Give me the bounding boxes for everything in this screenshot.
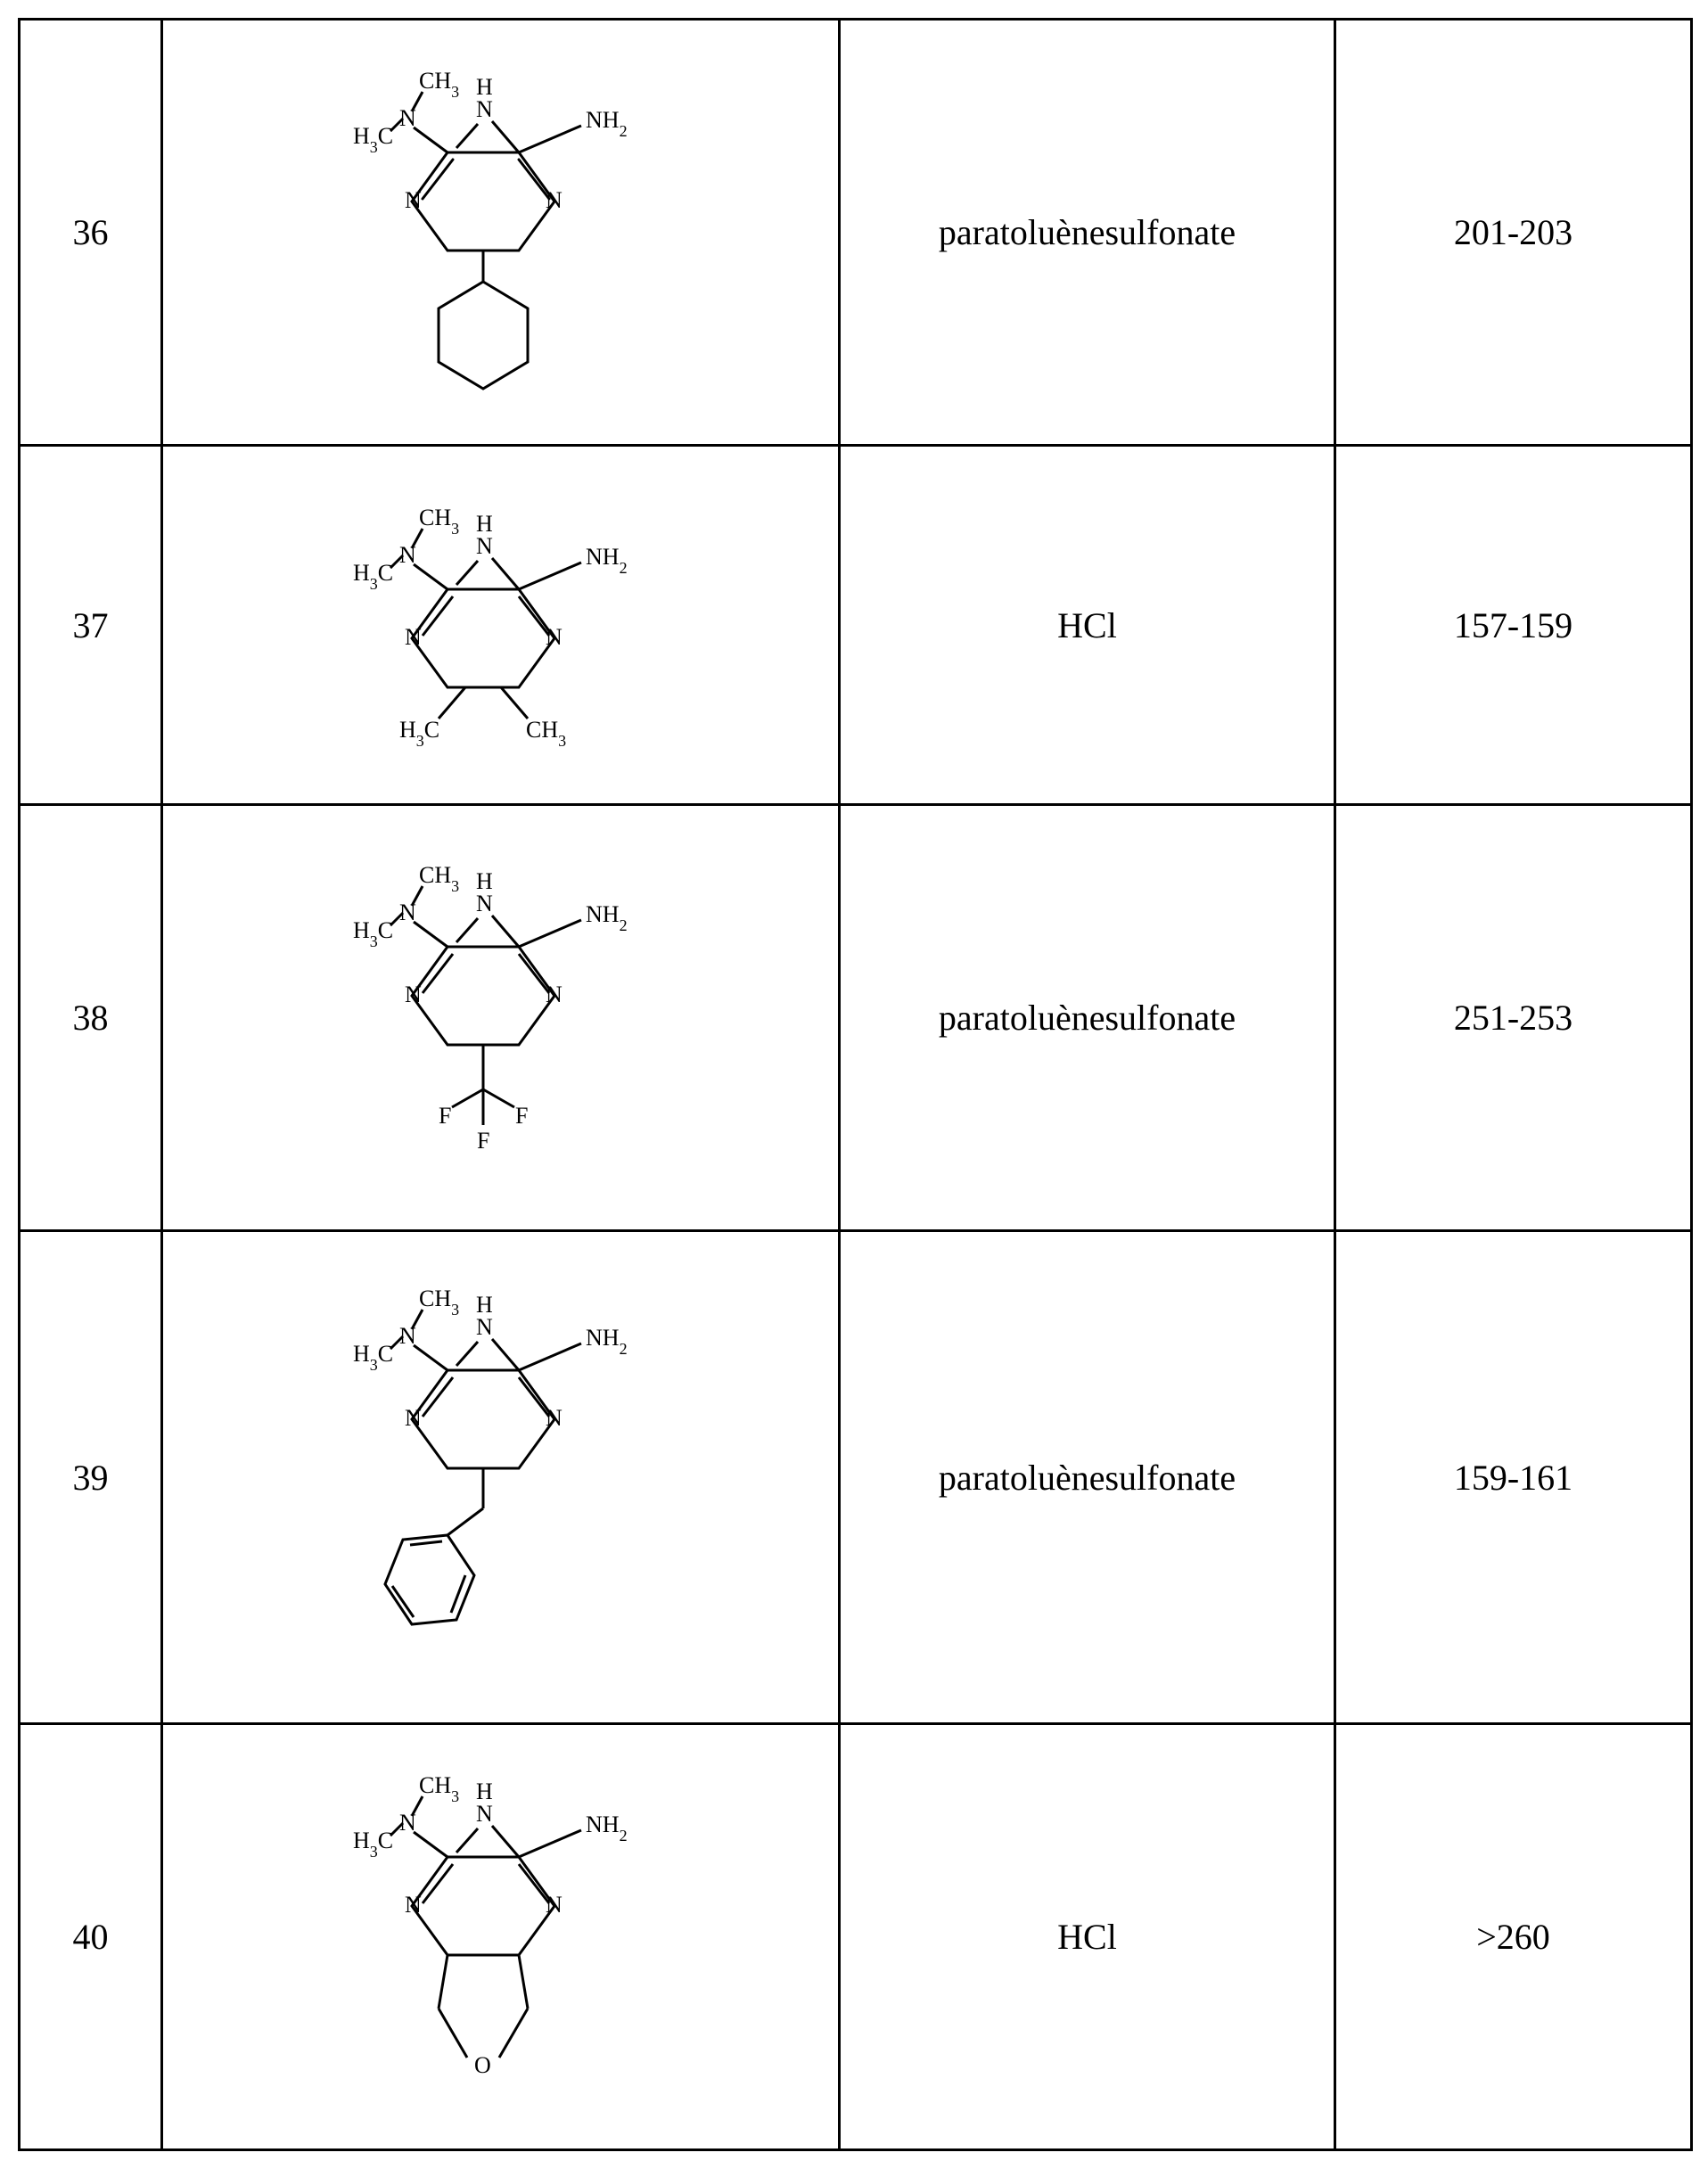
svg-text:CH3: CH3 [419, 1772, 459, 1805]
svg-text:H: H [476, 511, 493, 537]
salt-cell: paratoluènesulfonate [840, 1231, 1335, 1724]
svg-text:NH2: NH2 [586, 544, 628, 577]
svg-text:NH2: NH2 [586, 107, 628, 140]
svg-text:H: H [476, 1779, 493, 1804]
svg-text:H3C: H3C [353, 123, 393, 156]
svg-text:H3C: H3C [353, 917, 393, 950]
table-row: 40 [20, 1724, 1692, 2150]
svg-text:H3C: H3C [353, 1828, 393, 1861]
svg-text:N: N [546, 624, 562, 650]
svg-text:CH3: CH3 [419, 1286, 459, 1319]
table-row: 36 N N [20, 20, 1692, 446]
svg-text:N: N [546, 187, 562, 213]
svg-text:F: F [477, 1128, 489, 1154]
svg-text:CH3: CH3 [419, 862, 459, 895]
svg-text:N: N [405, 982, 422, 1007]
svg-text:CH3: CH3 [526, 717, 566, 750]
compound-number: 36 [20, 20, 162, 446]
mp-cell: 201-203 [1335, 20, 1692, 446]
svg-text:N: N [546, 1405, 562, 1431]
structure-38: N N N H3C CH3 N H NH2 F F F [314, 840, 688, 1196]
salt-cell: paratoluènesulfonate [840, 805, 1335, 1231]
svg-text:NH2: NH2 [586, 901, 628, 934]
mp-cell: >260 [1335, 1724, 1692, 2150]
structure-cell: N N N H3C CH3 N H NH2 [162, 1231, 840, 1724]
svg-text:N: N [399, 542, 416, 568]
svg-text:N: N [546, 1892, 562, 1918]
svg-text:N: N [405, 624, 422, 650]
compound-number: 39 [20, 1231, 162, 1724]
svg-text:N: N [399, 1323, 416, 1349]
table-row: 37 [20, 446, 1692, 805]
svg-text:N: N [476, 891, 493, 916]
svg-text:H: H [476, 1292, 493, 1318]
table-row: 39 [20, 1231, 1692, 1724]
svg-text:N: N [476, 533, 493, 559]
mp-cell: 251-253 [1335, 805, 1692, 1231]
mp-cell: 157-159 [1335, 446, 1692, 805]
svg-text:H3C: H3C [353, 1341, 393, 1374]
svg-text:H: H [476, 868, 493, 894]
svg-text:O: O [474, 2052, 491, 2078]
svg-text:N: N [399, 1810, 416, 1836]
salt-cell: paratoluènesulfonate [840, 20, 1335, 446]
svg-text:H3C: H3C [353, 560, 393, 593]
svg-text:N: N [476, 1314, 493, 1340]
svg-text:N: N [546, 982, 562, 1007]
compound-number: 37 [20, 446, 162, 805]
svg-text:F: F [439, 1103, 451, 1129]
salt-cell: HCl [840, 446, 1335, 805]
structure-cell: N N N H3C CH3 N H NH2 H3C CH3 [162, 446, 840, 805]
table-row: 38 [20, 805, 1692, 1231]
structure-37: N N N H3C CH3 N H NH2 H3C CH3 [314, 482, 688, 768]
svg-text:N: N [476, 1801, 493, 1827]
svg-text:CH3: CH3 [419, 505, 459, 538]
svg-text:NH2: NH2 [586, 1812, 628, 1844]
svg-text:N: N [405, 187, 422, 213]
structure-cell: N N N H3C CH3 N H NH2 F F F [162, 805, 840, 1231]
svg-text:N: N [399, 900, 416, 925]
structure-cell: N N N H3C CH3 N H NH2 O [162, 1724, 840, 2150]
structure-39: N N N H3C CH3 N H NH2 [314, 1263, 688, 1691]
svg-text:H3C: H3C [399, 717, 439, 750]
svg-text:NH2: NH2 [586, 1325, 628, 1358]
mp-cell: 159-161 [1335, 1231, 1692, 1724]
svg-text:N: N [405, 1892, 422, 1918]
compound-table: 36 N N [18, 18, 1693, 2151]
svg-text:F: F [515, 1103, 528, 1129]
compound-number: 40 [20, 1724, 162, 2150]
compound-number: 38 [20, 805, 162, 1231]
svg-text:H: H [476, 74, 493, 100]
svg-text:N: N [476, 96, 493, 122]
svg-text:CH3: CH3 [419, 68, 459, 101]
structure-36: N N N H3C CH3 N H NH2 [314, 45, 688, 420]
structure-40: N N N H3C CH3 N H NH2 O [314, 1750, 688, 2124]
structure-cell: N N N H3C CH3 N H NH2 [162, 20, 840, 446]
salt-cell: HCl [840, 1724, 1335, 2150]
svg-text:N: N [405, 1405, 422, 1431]
